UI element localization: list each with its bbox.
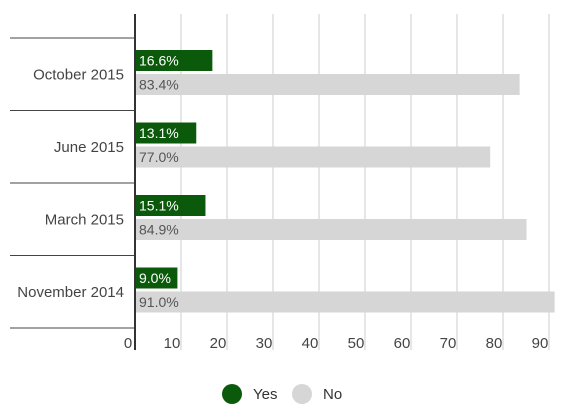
category-label: March 2015 [45, 211, 124, 228]
legend-swatch-yes [222, 384, 242, 404]
category-label: November 2014 [17, 284, 124, 301]
bar-label: 83.4% [139, 77, 179, 93]
bar-no-1 [136, 146, 491, 168]
x-tick-label: 0 [124, 335, 132, 352]
bar-label: 16.6% [139, 53, 179, 69]
gridlines [180, 14, 550, 350]
category-label: October 2015 [33, 66, 124, 83]
bar-no-3 [136, 291, 555, 313]
legend-label-yes: Yes [253, 386, 277, 403]
legend: Yes No [222, 384, 342, 404]
bar-label: 84.9% [139, 222, 179, 238]
bar-label: 13.1% [139, 125, 179, 141]
bar-label: 77.0% [139, 149, 179, 165]
category-labels: October 2015 June 2015 March 2015 November … [17, 66, 124, 301]
x-tick-label: 10 [164, 335, 181, 352]
category-label: June 2015 [54, 139, 124, 156]
x-tick-label: 70 [440, 335, 457, 352]
bar-yes-1 [136, 122, 197, 144]
x-tick-label: 30 [256, 335, 273, 352]
bar-no-2 [136, 219, 527, 240]
x-tick-label: 50 [348, 335, 365, 352]
x-tick-label: 20 [210, 335, 227, 352]
bars: 16.6% 83.4% 13.1% 77.0% 15.1% 84.9% 9.0% 91.0% [136, 50, 555, 313]
category-separators [10, 37, 135, 329]
bar-label: 15.1% [139, 198, 179, 214]
x-tick-label: 90 [532, 335, 549, 352]
bar-yes-2 [136, 195, 206, 216]
x-tick-labels: 0 10 20 30 40 50 60 70 80 90 [124, 335, 549, 352]
bar-yes-0 [136, 50, 213, 71]
legend-label-no: No [323, 386, 342, 403]
bar-yes-3 [136, 267, 178, 289]
bar-no-0 [136, 74, 520, 95]
bar-label: 9.0% [139, 270, 171, 286]
bar-label: 91.0% [139, 294, 179, 310]
x-tick-label: 40 [302, 335, 319, 352]
legend-swatch-no [292, 384, 312, 404]
x-tick-label: 60 [394, 335, 411, 352]
x-tick-label: 80 [486, 335, 503, 352]
